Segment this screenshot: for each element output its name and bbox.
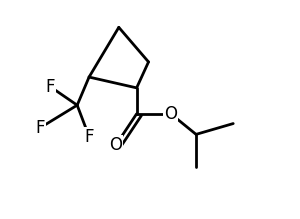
Text: F: F — [35, 119, 45, 137]
Text: O: O — [164, 105, 177, 123]
Text: F: F — [46, 78, 55, 96]
Text: F: F — [84, 127, 94, 146]
Text: O: O — [109, 136, 122, 154]
